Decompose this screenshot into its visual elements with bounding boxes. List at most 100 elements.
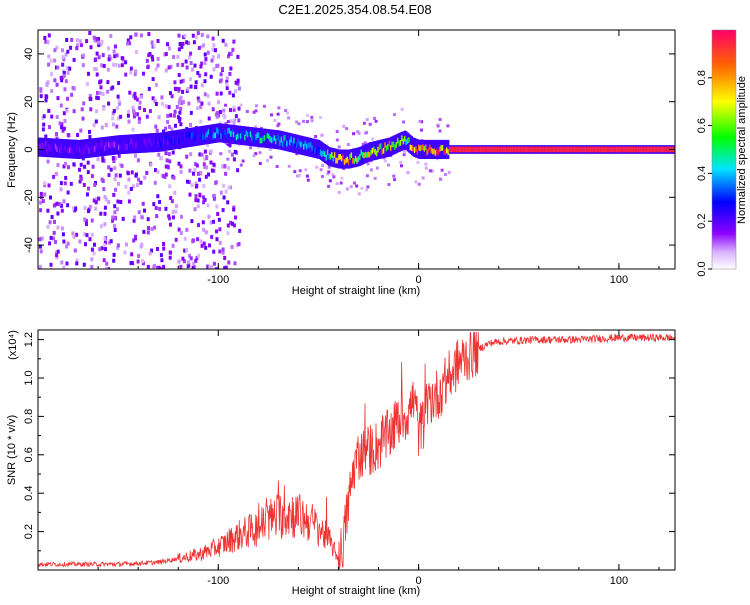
spectrogram-cell — [343, 159, 346, 165]
spectrogram-cell — [252, 154, 256, 158]
spectrogram-cell — [102, 187, 106, 192]
spectrogram-cell — [113, 210, 117, 215]
spectrogram-cell — [119, 144, 122, 151]
spectrogram-cell — [130, 170, 134, 175]
spectrogram-cell — [239, 163, 243, 167]
spectrogram-cell — [279, 130, 282, 150]
spectrogram-cell — [352, 132, 356, 136]
spectrogram-cell — [181, 133, 183, 139]
spectrogram-cell — [98, 80, 102, 85]
spectrogram-cell — [277, 122, 281, 126]
spectrogram-cell — [365, 131, 369, 135]
spectrogram-cell — [93, 242, 96, 247]
spectrogram-cell — [419, 145, 422, 152]
spectrogram-cell — [107, 165, 111, 170]
spectrogram-cell — [183, 128, 186, 148]
spectrogram-cell — [622, 146, 625, 153]
spectrogram-cell — [319, 168, 323, 172]
spectrogram-cell — [75, 38, 79, 43]
spectrogram-cell — [200, 133, 203, 140]
spectrogram-cell — [202, 241, 206, 246]
spectrogram-cell — [254, 125, 258, 128]
spectrogram-cell — [117, 181, 120, 186]
spectrogram-cell — [94, 57, 98, 62]
spectrogram-cell — [381, 139, 384, 159]
spectrogram-cell — [90, 265, 94, 269]
spectrogram-cell — [43, 137, 46, 157]
spectrogram-cell — [46, 208, 50, 213]
spectrogram-cell — [130, 138, 133, 144]
spectrogram-cell — [101, 137, 104, 157]
spectrogram-cell — [47, 62, 51, 67]
spectrogram-cell — [269, 155, 273, 159]
spectrogram-cell — [52, 230, 56, 235]
spectrogram-ytick-label: 0 — [23, 146, 35, 152]
spectrogram-cell — [148, 133, 151, 153]
spectrogram-cell — [633, 146, 636, 153]
spectrogram-cell — [262, 135, 265, 142]
spectrogram-cell — [79, 162, 83, 167]
spectrogram-cell — [189, 61, 193, 65]
spectrogram-cell — [517, 146, 520, 153]
spectrogram-cell — [188, 253, 192, 258]
spectrogram-cell — [262, 104, 266, 108]
spectrogram-cell — [181, 89, 185, 94]
spectrogram-cell — [286, 140, 289, 147]
spectrogram-cell — [591, 146, 594, 153]
spectrogram-cell — [209, 130, 212, 137]
spectrogram-cell — [200, 33, 204, 37]
spectrogram-cell — [185, 248, 188, 253]
spectrogram-xtick-label: 0 — [416, 274, 422, 286]
spectrogram-cell — [221, 132, 224, 139]
spectrogram-cell — [496, 146, 499, 153]
spectrogram-cell — [102, 243, 106, 248]
spectrogram-cell — [106, 89, 110, 94]
spectrogram-cell — [204, 72, 208, 77]
spectrogram-cell — [39, 249, 43, 254]
spectrogram-cell — [42, 122, 46, 127]
spectrogram-cell — [203, 79, 207, 84]
spectrogram-cell — [154, 124, 158, 129]
spectrogram-cell — [199, 132, 202, 139]
spectrogram-cell — [577, 146, 580, 153]
spectrogram-cell — [194, 80, 198, 85]
spectrogram-cell — [154, 82, 158, 87]
spectrogram-cell — [72, 109, 76, 114]
spectrogram-cell — [50, 89, 54, 93]
spectrogram-cell — [80, 107, 84, 112]
spectrogram-cell — [188, 192, 192, 197]
spectrogram-cell — [55, 45, 59, 50]
spectrogram-cell — [167, 46, 171, 51]
spectrogram-cell — [139, 137, 141, 144]
spectrogram-cell — [559, 146, 562, 153]
spectrogram-cell — [56, 249, 60, 254]
spectrogram-cell — [467, 146, 470, 153]
spectrogram-cell — [107, 46, 111, 51]
spectrogram-cell — [632, 146, 635, 153]
spectrogram-cell — [63, 148, 66, 155]
spectrogram-cell — [231, 221, 234, 226]
spectrogram-cell — [61, 62, 65, 67]
spectrogram-cell — [80, 139, 83, 159]
spectrogram-cell — [134, 173, 138, 178]
spectrogram-cell — [124, 60, 128, 65]
spectrogram-cell — [177, 33, 181, 38]
spectrogram-cell — [190, 219, 194, 224]
spectrogram-cell — [47, 108, 51, 113]
spectrogram-cell — [269, 136, 272, 142]
spectrogram-cell — [318, 146, 321, 153]
spectrogram-cell — [207, 128, 210, 135]
spectrogram-cell — [55, 136, 59, 141]
spectrogram-cell — [94, 119, 98, 124]
spectrogram-cell — [82, 139, 85, 159]
spectrogram-cell — [444, 173, 447, 176]
spectrogram-cell — [258, 151, 262, 155]
colorbar-tick-label: 0.6 — [696, 118, 708, 133]
spectrogram-cell — [221, 164, 225, 169]
spectrogram-cell — [404, 135, 406, 142]
spectrogram-cell — [161, 138, 164, 145]
spectrogram-cell — [50, 72, 54, 77]
spectrogram-cell — [589, 146, 592, 153]
spectrogram-cell — [71, 149, 74, 155]
spectrogram-cell — [327, 184, 331, 188]
